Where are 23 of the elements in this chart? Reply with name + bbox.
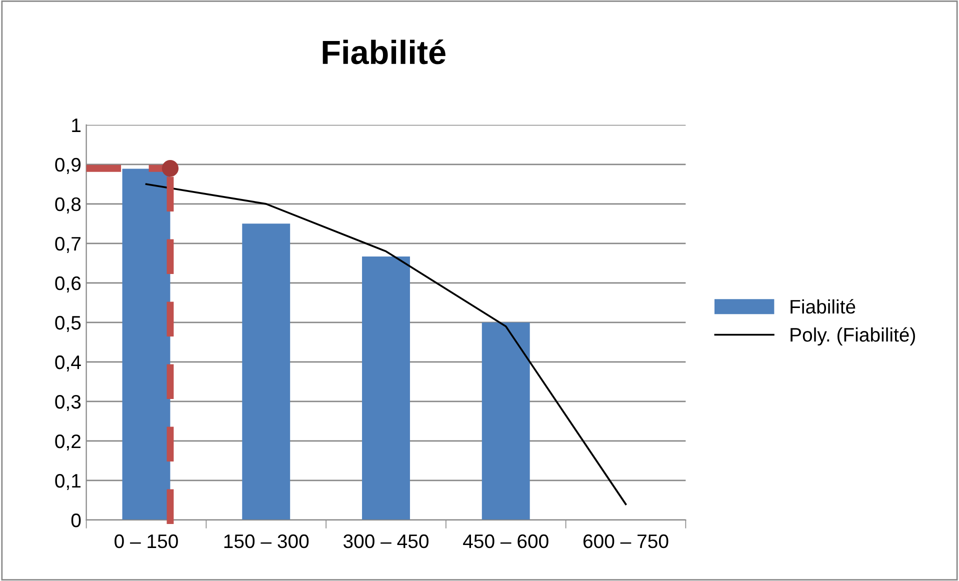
- x-tick-label: 600 – 750: [583, 534, 668, 548]
- y-tick-label: 0,6: [55, 276, 81, 292]
- y-tick-label: 1: [72, 118, 80, 132]
- y-tick-label: 0,2: [55, 434, 80, 451]
- y-tick-label: 0,9: [55, 158, 81, 174]
- bar: [482, 322, 530, 520]
- x-tick-label: 300 – 450: [343, 534, 428, 548]
- x-tick-label: 0 – 150: [114, 534, 178, 548]
- bar: [242, 224, 290, 520]
- y-tick-label: 0,5: [55, 316, 81, 332]
- y-tick-label: 0,1: [55, 474, 81, 490]
- y-tick-label: 0,4: [55, 355, 81, 372]
- y-tick-label: 0,7: [55, 236, 80, 253]
- x-tick-label: 150 – 300: [224, 534, 309, 548]
- chart-title: Fiabilité: [322, 39, 446, 64]
- y-tick-label: 0,8: [55, 197, 81, 214]
- y-tick-label: 0: [71, 513, 81, 528]
- legend-label: Fiabilité: [790, 299, 856, 314]
- y-tick-label: 0,3: [55, 394, 81, 412]
- bar: [362, 256, 410, 520]
- x-tick-label: 450 – 600: [463, 534, 548, 548]
- legend-label: Poly. (Fiabilité): [790, 327, 916, 346]
- line-series: [145, 183, 627, 506]
